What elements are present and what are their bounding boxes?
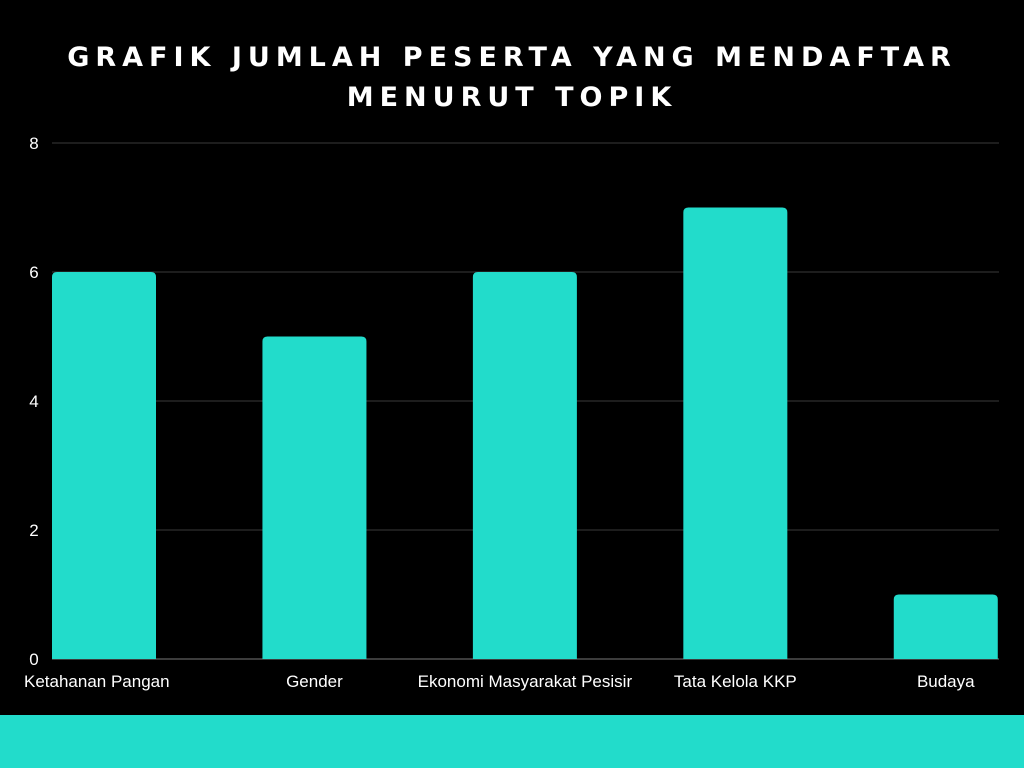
bar-budaya xyxy=(893,594,998,659)
bar-tata-kelola-kkp xyxy=(683,207,788,659)
bar-ketahanan-pangan xyxy=(52,272,156,659)
x-tick-label: Gender xyxy=(286,672,343,691)
y-tick-label: 0 xyxy=(29,650,38,669)
y-tick-label: 4 xyxy=(29,392,38,411)
chart-title: GRAFIK JUMLAH PESERTA YANG MENDAFTAR MEN… xyxy=(0,38,1024,118)
y-tick-label: 2 xyxy=(29,521,38,540)
bars xyxy=(52,207,998,659)
y-tick-label: 6 xyxy=(29,263,38,282)
x-tick-label: Budaya xyxy=(917,672,975,691)
bar-ekonomi-masyarakat-pesisir xyxy=(472,272,577,659)
x-tick-label: Ketahanan Pangan xyxy=(24,672,170,691)
y-axis-ticks: 0 2 4 6 8 xyxy=(29,134,38,669)
bar-gender xyxy=(262,336,367,659)
chart-title-line-2: MENURUT TOPIK xyxy=(346,82,678,113)
x-axis-labels: Ketahanan Pangan Gender Ekonomi Masyarakat… xyxy=(24,672,975,691)
x-tick-label: Ekonomi Masyarakat Pesisir xyxy=(418,672,633,691)
chart-title-line-1: GRAFIK JUMLAH PESERTA YANG MENDAFTAR xyxy=(67,42,957,73)
y-tick-label: 8 xyxy=(29,134,38,153)
bar-chart: 0 2 4 6 8 Ketahanan Pangan Gender Ekonomi Masy… xyxy=(24,134,999,691)
x-tick-label: Tata Kelola KKP xyxy=(674,672,797,691)
bottom-accent-band xyxy=(0,715,1024,768)
